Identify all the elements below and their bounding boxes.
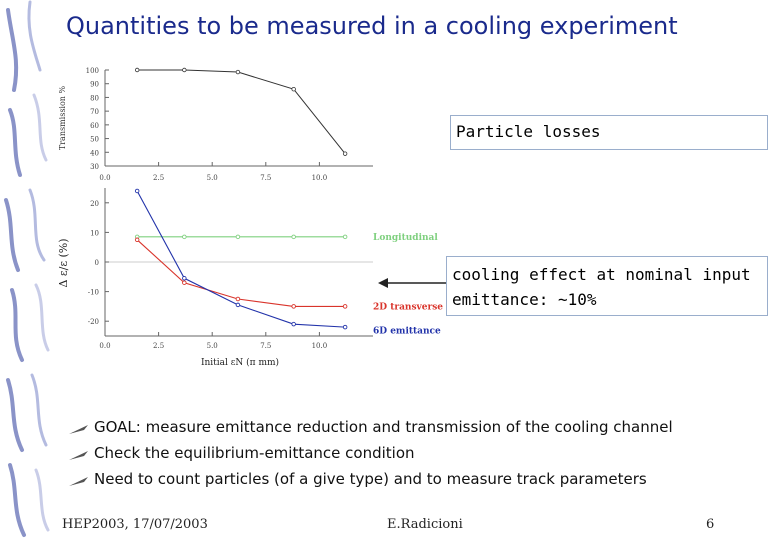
y-tick-label: 60 (90, 122, 99, 130)
y-tick-label: 20 (90, 200, 99, 208)
x-tick-label: 2.5 (153, 342, 164, 350)
sixd-point (134, 188, 140, 194)
x-axis-label: Initial εN (π mm) (201, 357, 279, 368)
arrow-icon (378, 278, 446, 288)
sixd-point (235, 302, 241, 308)
footer-author: E.Radicioni (387, 517, 463, 532)
quill-bullet-icon (69, 477, 88, 486)
x-tick-label: 10.0 (312, 174, 328, 182)
x-tick-label: 2.5 (153, 174, 164, 182)
transmission-point (342, 151, 348, 156)
y-tick-label: -10 (88, 289, 99, 297)
x-tick-label: 0.0 (99, 342, 110, 350)
sixd-point (291, 321, 296, 327)
sixd-point (342, 324, 348, 330)
longitudinal-point (235, 234, 241, 240)
quill-bullet-icon (69, 425, 88, 434)
footer-date: HEP2003, 17/07/2003 (62, 517, 208, 532)
bullet-text: Need to count particles (of a give type)… (94, 470, 647, 488)
bullet-text: Check the equilibrium-emittance conditio… (94, 444, 415, 462)
y-tick-label: 0 (95, 259, 99, 267)
quill-bullet-icon (69, 451, 88, 460)
y-tick-label: 100 (86, 67, 99, 75)
y-tick-label: 10 (90, 229, 99, 237)
y-tick-label: 40 (90, 149, 99, 157)
y-tick-label: 70 (90, 108, 99, 116)
transmission-chart: 100 90 80 70 60 50 40 300.0 2.5 5.0 7.5 10.0 Transmi… (58, 67, 373, 182)
transverse-point (182, 280, 187, 285)
y-tick-label: 50 (90, 136, 99, 144)
bullet-item: Need to count particles (of a give type)… (68, 468, 768, 494)
x-tick-label: 7.5 (260, 174, 271, 182)
transmission-point (134, 67, 140, 73)
x-tick-label: 0.0 (99, 174, 110, 182)
bullet-item: Check the equilibrium-emittance conditio… (68, 442, 768, 468)
cooling-effect-line1: cooling effect at nominal input (452, 265, 751, 284)
slide-title: Quantities to be measured in a cooling e… (66, 12, 678, 40)
longitudinal-point (182, 234, 187, 240)
x-tick-label: 10.0 (312, 342, 328, 350)
y-tick-label: -20 (88, 318, 99, 326)
x-tick-label: 7.5 (260, 342, 271, 350)
particle-losses-callout: Particle losses (450, 115, 768, 150)
bullet-list: GOAL: measure emittance reduction and tr… (68, 416, 768, 494)
y-tick-label: 90 (90, 81, 99, 89)
transmission-point (235, 69, 241, 75)
chart-background (55, 58, 455, 378)
x-tick-label: 5.0 (207, 342, 218, 350)
longitudinal-label: Longitudinal (373, 233, 438, 243)
sixd-point (182, 276, 187, 281)
sidebar-decoration (0, 0, 60, 540)
emittance-change-chart: 20 10 0 -10 -20 0.0 2.5 5.0 7.5 10.0 Δ ε/ε (%) Init… (57, 188, 443, 368)
longitudinal-point (342, 234, 348, 240)
transmission-point (291, 87, 296, 92)
transmission-point (182, 67, 187, 73)
transverse-point (342, 304, 348, 309)
y-tick-label: 80 (90, 94, 99, 102)
transverse-point (291, 304, 296, 309)
bullet-item: GOAL: measure emittance reduction and tr… (68, 416, 768, 442)
cooling-effect-line2: emittance: ~10% (452, 290, 597, 309)
y-tick-label: 30 (90, 163, 99, 171)
x-tick-label: 5.0 (207, 174, 218, 182)
y-axis-label: Transmission % (58, 85, 67, 150)
sixd-label: 6D emittance (373, 327, 441, 337)
cooling-effect-callout: cooling effect at nominal input emittanc… (446, 256, 768, 316)
particle-losses-text: Particle losses (456, 122, 601, 141)
transverse-point (134, 237, 140, 243)
y-axis-label: Δ ε/ε (%) (57, 238, 70, 287)
footer-page-number: 6 (706, 517, 715, 532)
transverse-label: 2D transverse (373, 302, 443, 312)
longitudinal-point (291, 234, 296, 240)
bullet-text: GOAL: measure emittance reduction and tr… (94, 418, 673, 436)
transverse-point (235, 296, 241, 302)
